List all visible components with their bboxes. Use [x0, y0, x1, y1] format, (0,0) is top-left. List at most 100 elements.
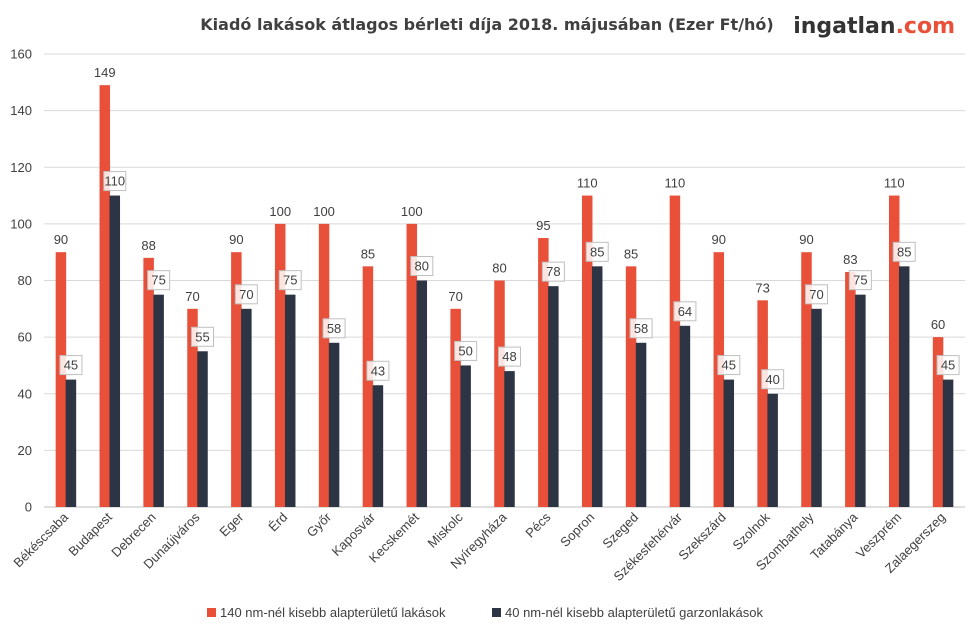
bar-series-1 [143, 257, 154, 507]
x-tick-label: Sopron [557, 510, 597, 550]
bar-series-2 [591, 266, 603, 507]
data-label-series-1: 85 [361, 246, 375, 261]
data-label-series-2: 80 [415, 259, 429, 274]
bar-series-2 [197, 351, 208, 507]
data-label-series-1: 90 [229, 232, 243, 247]
data-label-series-1: 83 [843, 252, 857, 267]
y-tick-label: 160 [10, 47, 32, 62]
data-label-box [410, 256, 434, 276]
data-label-series-2: 75 [151, 273, 165, 288]
bar-series-1 [932, 337, 944, 507]
data-label-series-2: 70 [809, 287, 823, 302]
x-tick-label: Szolnok [729, 509, 773, 553]
data-label-box [147, 270, 171, 291]
y-tick-label: 120 [10, 160, 32, 175]
x-tick-label: Eger [216, 509, 246, 539]
bar-series-1 [362, 266, 374, 507]
bar-series-1 [801, 252, 812, 507]
bar-series-2 [328, 342, 340, 507]
bar-series-1 [581, 195, 593, 507]
data-label-series-2: 48 [502, 349, 516, 364]
y-tick-label: 80 [18, 273, 32, 288]
chart-title: Kiadó lakások átlagos bérleti díja 2018.… [200, 15, 773, 34]
brand-logo-name: ingatlan [793, 14, 895, 39]
data-label-box [717, 355, 741, 376]
data-label-series-2: 50 [458, 343, 472, 358]
bar-series-2 [109, 195, 121, 507]
bar-series-1 [888, 195, 900, 507]
data-label-series-2: 45 [941, 358, 955, 373]
bar-series-2 [898, 266, 910, 507]
y-tick-label: 60 [18, 330, 32, 345]
bar-series-1 [757, 300, 768, 507]
bar-series-2 [679, 325, 691, 507]
bar-series-2 [767, 393, 778, 507]
y-tick-label: 40 [18, 386, 32, 401]
bar-series-2 [811, 308, 822, 507]
bar-series-1 [187, 308, 198, 507]
bar-series-2 [942, 379, 954, 507]
bar-series-2 [65, 379, 77, 507]
data-label-box [59, 355, 83, 376]
data-label-series-1: 80 [492, 261, 506, 276]
data-label-series-2: 85 [897, 244, 911, 259]
data-label-series-1: 100 [313, 204, 335, 219]
bar-series-1 [845, 272, 856, 507]
data-label-box [673, 301, 697, 322]
data-label-series-1: 149 [94, 65, 116, 80]
bar-series-2 [153, 294, 164, 507]
data-label-box [103, 171, 127, 192]
bar-series-2 [241, 308, 252, 507]
x-tick-label: Pécs [522, 509, 553, 540]
bar-series-1 [231, 252, 242, 507]
bar-series-1 [669, 195, 681, 507]
bar-series-1 [494, 280, 505, 507]
y-tick-label: 100 [10, 216, 32, 231]
bar-series-1 [713, 252, 725, 507]
bar-series-1 [318, 223, 330, 507]
data-label-series-1: 85 [624, 246, 638, 261]
data-label-box [585, 241, 609, 262]
data-label-box [892, 241, 916, 262]
data-label-series-1: 110 [884, 176, 905, 191]
data-label-series-1: 90 [712, 232, 726, 247]
data-label-series-1: 88 [141, 238, 155, 253]
data-label-series-2: 78 [546, 264, 560, 279]
legend-label: 140 nm-nél kisebb alapterületű lakások [220, 605, 446, 620]
bars: 90 45 149 110 88 75 70 55 90 70 100 75 100 58 85 43 100 8… [54, 65, 960, 508]
bar-series-2 [372, 385, 384, 507]
y-tick-label: 20 [18, 443, 32, 458]
bar-series-2 [855, 294, 866, 507]
data-label-series-2: 75 [853, 273, 867, 288]
data-label-series-2: 75 [283, 273, 297, 288]
data-label-box [234, 284, 258, 305]
data-label-series-2: 70 [239, 287, 253, 302]
bar-series-2 [504, 371, 515, 507]
data-label-series-2: 110 [104, 174, 125, 189]
data-label-box [541, 261, 565, 282]
data-label-series-1: 60 [931, 317, 945, 332]
legend-swatch [207, 608, 216, 617]
data-label-series-1: 95 [536, 218, 550, 233]
legend-label: 40 nm-nél kisebb alapterületű garzonlaká… [505, 605, 763, 620]
data-label-series-2: 55 [195, 329, 209, 344]
data-label-series-1: 70 [185, 289, 199, 304]
legend-swatch [492, 608, 501, 617]
data-label-box [366, 360, 390, 381]
data-label-series-1: 110 [665, 176, 686, 191]
data-label-series-2: 45 [64, 358, 78, 373]
data-label-box [278, 270, 302, 291]
x-tick-label: Budapest [65, 509, 115, 559]
data-label-series-1: 110 [577, 176, 598, 191]
data-label-box [191, 326, 214, 347]
bar-series-1 [55, 252, 67, 507]
data-label-series-2: 45 [722, 358, 736, 373]
x-tick-label: Szekszárd [675, 510, 729, 564]
bar-series-2 [723, 379, 735, 507]
data-label-box [936, 355, 960, 376]
data-label-box [498, 346, 521, 367]
bar-series-1 [406, 223, 418, 507]
data-label-series-2: 40 [765, 372, 779, 387]
bar-series-1 [99, 85, 111, 508]
